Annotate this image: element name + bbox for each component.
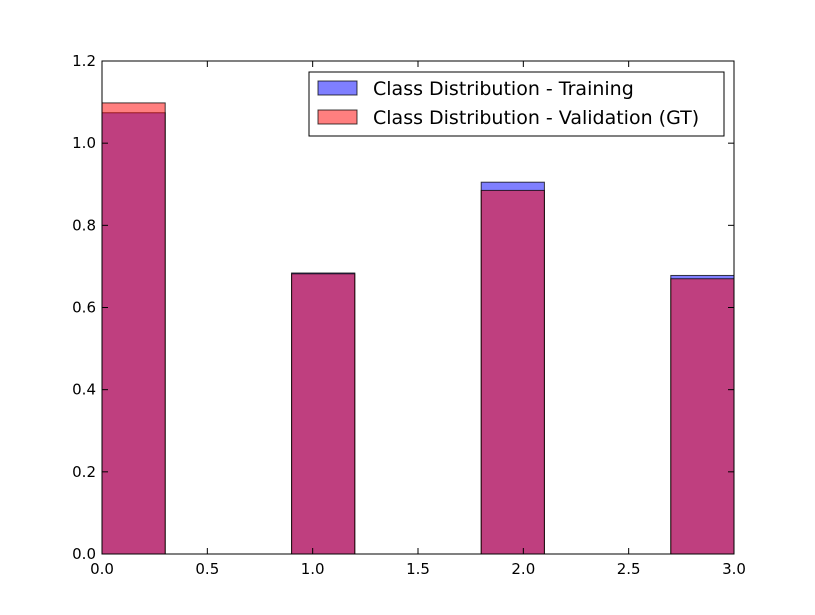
y-tick-label: 0.2 (72, 463, 96, 481)
bar-series-1-bin-3 (670, 278, 735, 555)
x-axis-ticks: 0.0 0.5 1.0 1.5 2.0 2.5 3.0 (90, 61, 746, 578)
x-tick-label: 1.5 (406, 560, 430, 578)
legend: Class Distribution - Training Class Distr… (308, 71, 725, 137)
y-tick-label: 0.8 (72, 216, 96, 234)
y-axis-ticks: 0.0 0.2 0.4 0.6 0.8 1.0 1.2 (72, 52, 734, 563)
x-tick-label: 0.5 (195, 560, 219, 578)
legend-box (308, 71, 725, 137)
legend-swatch-1 (317, 109, 358, 125)
bar-series-1-bin-0 (101, 102, 166, 555)
y-tick-label: 1.0 (72, 134, 96, 152)
x-tick-label: 0.0 (90, 560, 114, 578)
x-tick-label: 1.0 (301, 560, 325, 578)
x-tick-label: 2.0 (511, 560, 535, 578)
y-tick-label: 0.6 (72, 299, 96, 317)
x-tick-label: 3.0 (722, 560, 746, 578)
x-tick-label: 2.5 (617, 560, 641, 578)
y-tick-label: 0.4 (72, 381, 96, 399)
bar-series-1-bin-1 (291, 273, 356, 555)
y-tick-label: 1.2 (72, 52, 96, 70)
y-tick-label: 0.0 (72, 545, 96, 563)
legend-label-1: Class Distribution - Validation (GT) (373, 107, 699, 129)
legend-label-0: Class Distribution - Training (373, 78, 634, 100)
bars-layer (101, 102, 735, 555)
bar-series-1-bin-2 (480, 189, 545, 555)
legend-swatch-0 (317, 80, 358, 96)
